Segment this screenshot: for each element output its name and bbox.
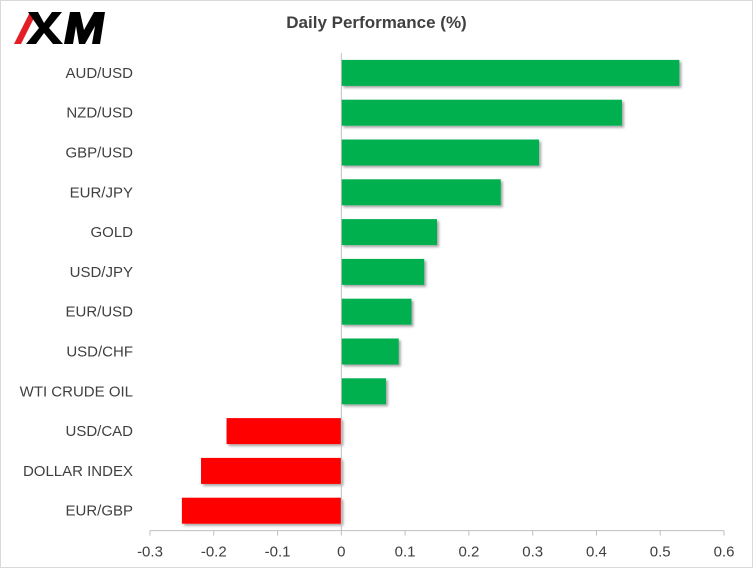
category-label: GBP/USD [65, 145, 133, 162]
category-label: USD/CAD [65, 423, 133, 440]
bars-group [181, 59, 680, 524]
x-tick-label: 0 [337, 544, 345, 561]
bar-gold [341, 219, 437, 246]
category-label: DOLLAR INDEX [23, 463, 133, 480]
bar-eur-jpy [341, 179, 501, 206]
bar-aud-usd [341, 59, 680, 86]
x-tick-label: -0.1 [265, 544, 291, 561]
x-tick-label: 0.2 [458, 544, 479, 561]
category-label: USD/JPY [70, 264, 133, 281]
category-label: GOLD [90, 224, 133, 241]
xm-logo-m [64, 12, 105, 44]
xm-logo-red-slash [14, 12, 37, 44]
xm-logo [12, 8, 108, 48]
category-label: AUD/USD [65, 65, 133, 82]
bar-eur-gbp [181, 497, 342, 524]
x-tick-label: 0.4 [586, 544, 607, 561]
category-labels: AUD/USD NZD/USD GBP/USD EUR/JPY GOLD USD/JPY E… [20, 65, 134, 520]
x-tick-labels: -0.3 -0.2 -0.1 0 0.1 0.2 0.3 0.4 0.5 0.6 [137, 544, 734, 561]
category-label: EUR/GBP [65, 503, 133, 520]
bar-usd-chf [341, 338, 399, 365]
xm-logo-x [26, 12, 63, 44]
x-tick-label: 0.6 [714, 544, 735, 561]
x-tick-label: 0.3 [522, 544, 543, 561]
x-tick-label: 0.1 [395, 544, 416, 561]
x-tick-label: -0.2 [201, 544, 227, 561]
category-label: WTI CRUDE OIL [20, 383, 133, 400]
bar-usd-cad [226, 418, 342, 445]
bar-gbp-usd [341, 139, 540, 166]
category-label: EUR/JPY [70, 184, 133, 201]
category-label: EUR/USD [65, 304, 133, 321]
bar-nzd-usd [341, 99, 622, 126]
x-tick-label: -0.3 [137, 544, 163, 561]
bar-dollar-index [201, 457, 342, 484]
xm-logo-graphic [14, 12, 105, 44]
bar-eur-usd [341, 298, 412, 325]
axes-group [149, 53, 725, 536]
chart-title: Daily Performance (%) [286, 13, 467, 32]
category-label: NZD/USD [66, 105, 133, 122]
x-tick-label: 0.5 [650, 544, 671, 561]
bar-usd-jpy [341, 258, 425, 285]
bar-wti-crude-oil [341, 378, 386, 405]
category-label: USD/CHF [66, 344, 133, 361]
